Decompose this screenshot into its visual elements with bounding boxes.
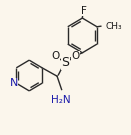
Text: N: N	[10, 78, 18, 88]
Text: CH₃: CH₃	[105, 22, 122, 31]
Text: O: O	[52, 51, 60, 61]
Text: S: S	[61, 56, 70, 69]
Text: F: F	[81, 6, 87, 16]
Text: H₂N: H₂N	[51, 94, 70, 105]
Text: O: O	[71, 51, 79, 61]
